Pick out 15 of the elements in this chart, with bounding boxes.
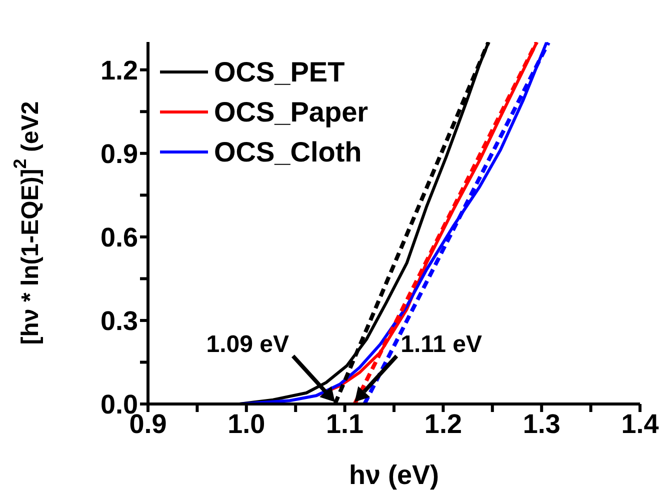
x-tick-label: 1.2 [424, 409, 462, 440]
x-axis-title: hν (eV) [348, 460, 440, 490]
y-tick-label: 1.2 [100, 55, 138, 86]
annotation: 1.09 eV [206, 331, 289, 358]
legend-label: OCS_Cloth [214, 136, 362, 168]
legend-label: OCS_PET [214, 56, 345, 88]
y-tick-label: 0.9 [100, 138, 138, 169]
x-tick-label: 1.3 [522, 409, 560, 440]
annotation: 1.11 eV [400, 331, 482, 358]
legend-label: OCS_Paper [214, 96, 368, 128]
y-tick-label: 0.3 [100, 306, 138, 336]
y-tick-label: 0.6 [100, 222, 138, 253]
x-tick-label: 1.0 [228, 409, 266, 440]
x-tick-label: 1.1 [326, 409, 364, 440]
x-tick-label: 1.4 [621, 409, 659, 440]
